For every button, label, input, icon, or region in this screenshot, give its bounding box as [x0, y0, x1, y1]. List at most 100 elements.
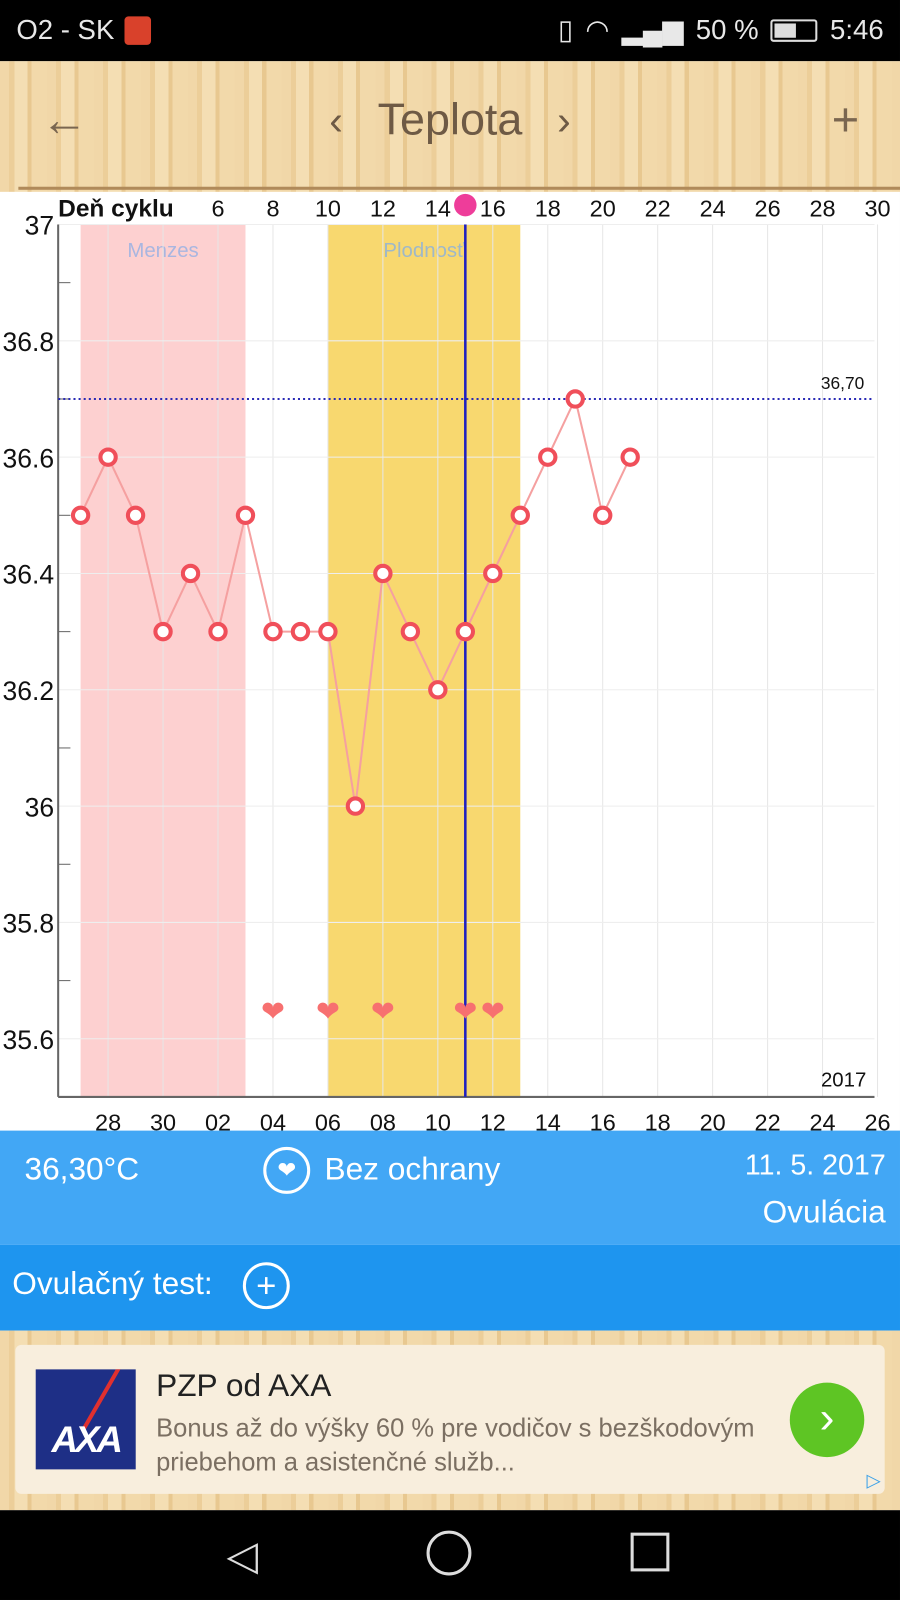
temperature-point	[538, 447, 558, 467]
vibrate-icon: ▯	[557, 14, 574, 45]
navigation-bar: ◁	[0, 1510, 900, 1600]
bottom-tick-label: 08	[370, 1110, 396, 1131]
bottom-tick-label: 16	[590, 1110, 616, 1131]
title-text: Teplota	[377, 94, 523, 145]
bottom-tick-label: 20	[700, 1110, 726, 1131]
top-tick-label: 8	[266, 195, 279, 221]
prev-chart-button[interactable]: ‹	[329, 98, 343, 144]
y-tick-label: 36.4	[2, 560, 54, 590]
axa-logo: AXA	[35, 1369, 136, 1470]
adchoices-icon[interactable]: ▷	[866, 1470, 881, 1491]
nav-home-icon[interactable]	[426, 1530, 472, 1576]
temperature-point	[125, 505, 146, 525]
temperature-point	[98, 447, 118, 467]
temperature-point	[400, 621, 421, 642]
battery-percent: 50 %	[695, 14, 759, 45]
top-tick-label: 28	[810, 195, 836, 221]
ad-banner[interactable]: AXA PZP od AXA Bonus až do výšky 60 % pr…	[15, 1344, 885, 1494]
temperature-point	[263, 621, 283, 642]
ovulation-test-row: Ovulačný test: +	[0, 1244, 900, 1331]
bottom-tick-label: 24	[810, 1110, 836, 1131]
top-tick-label: 16	[480, 195, 506, 221]
protection-status: Bez ochrany	[324, 1151, 501, 1187]
next-chart-button[interactable]: ›	[557, 98, 571, 144]
y-tick-label: 35.6	[2, 1025, 54, 1055]
top-tick-label: 22	[645, 195, 671, 221]
heart-icon: ❤	[261, 994, 285, 1028]
top-tick-label: 30	[864, 195, 890, 221]
header-divider	[18, 186, 900, 190]
temperature-point	[318, 621, 338, 642]
temperature-point	[593, 505, 613, 525]
heart-icon[interactable]: ❤	[263, 1146, 311, 1194]
temperature-point	[180, 563, 201, 584]
temperature-point	[565, 389, 585, 409]
top-tick-label: 6	[211, 195, 224, 221]
temperature-point	[235, 505, 256, 525]
bottom-tick-label: 30	[150, 1110, 176, 1131]
temperature-point	[510, 505, 530, 525]
battery-icon	[770, 18, 818, 42]
bottom-tick-label: 10	[425, 1110, 451, 1131]
temperature-point	[290, 621, 311, 642]
day-info-panel[interactable]: 36,30°C ❤ Bez ochrany 11. 5. 2017 Ovulác…	[0, 1130, 900, 1245]
bottom-tick-label: 06	[315, 1110, 341, 1131]
bottom-tick-label: 14	[535, 1110, 561, 1131]
bottom-tick-label: 26	[864, 1110, 890, 1131]
ad-text: Bonus až do výšky 60 % pre vodičov s bez…	[156, 1414, 755, 1477]
page-title: ‹ Teplota ›	[0, 95, 900, 146]
ad-title: PZP od AXA	[156, 1367, 332, 1404]
plus-icon: +	[256, 1266, 277, 1306]
arrow-left-icon: ←	[40, 92, 88, 146]
signal-icon: ▂▄▆	[621, 14, 684, 45]
temperature-chart[interactable]: Menzes Plodnosť3736.836.636.436.23635.835…	[0, 192, 900, 1131]
temperature-point	[620, 447, 640, 467]
bottom-tick-label: 12	[480, 1110, 506, 1131]
temperature-point	[345, 796, 366, 816]
aliexpress-notification-icon	[124, 15, 152, 45]
coverline-label: 36,70	[821, 373, 864, 393]
heart-icon: ❤	[316, 994, 340, 1028]
nav-recents-icon[interactable]	[630, 1532, 670, 1572]
band-label: Plodnosť	[383, 240, 465, 262]
ovulation-marker	[454, 193, 477, 217]
bottom-tick-label: 18	[645, 1110, 671, 1131]
clock: 5:46	[830, 14, 884, 45]
bottom-tick-label: 04	[260, 1110, 286, 1131]
y-tick-label: 36	[25, 792, 55, 822]
top-tick-label: 14	[425, 195, 451, 221]
cycle-phase: Ovulácia	[762, 1193, 886, 1230]
add-button[interactable]: +	[832, 92, 859, 147]
selected-date: 11. 5. 2017	[744, 1148, 886, 1181]
heart-icon: ❤	[453, 994, 477, 1028]
bottom-tick-label: 22	[755, 1110, 781, 1131]
add-ovulation-test-button[interactable]: +	[242, 1262, 290, 1310]
ovulation-test-label: Ovulačný test:	[12, 1265, 213, 1302]
temperature-value: 36,30°C	[24, 1151, 140, 1187]
top-tick-label: 26	[755, 195, 781, 221]
temperature-point	[153, 621, 173, 642]
top-tick-label: 18	[535, 195, 561, 221]
temperature-point	[208, 621, 228, 642]
nav-back-icon[interactable]: ◁	[226, 1533, 258, 1579]
back-button[interactable]: ←	[41, 92, 88, 147]
top-tick-label: 10	[315, 195, 341, 221]
y-tick-label: 36.8	[2, 327, 54, 357]
heart-icon: ❤	[481, 994, 505, 1028]
top-tick-label: 24	[700, 195, 726, 221]
temperature-point	[483, 563, 503, 584]
carrier: O2 - SK	[16, 14, 115, 45]
temperature-point	[455, 621, 476, 642]
y-tick-label: 36.6	[2, 443, 54, 473]
year-label: 2017	[821, 1070, 866, 1092]
top-axis-label: Deň cyklu	[58, 195, 174, 222]
top-tick-label: 20	[590, 195, 616, 221]
plus-icon: +	[831, 92, 860, 146]
bottom-tick-label: 02	[205, 1110, 231, 1131]
wifi-icon: ◠	[585, 14, 610, 45]
temperature-point	[70, 505, 91, 525]
ad-open-button[interactable]: ›	[789, 1382, 865, 1458]
y-tick-label: 36.2	[2, 676, 54, 706]
bottom-tick-label: 28	[95, 1110, 121, 1131]
temperature-point	[428, 680, 448, 700]
